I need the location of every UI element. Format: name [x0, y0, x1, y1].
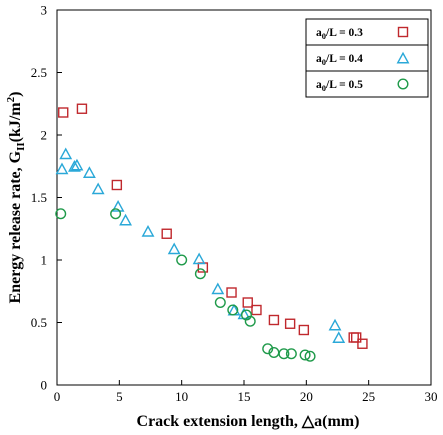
x-tick-label: 15: [238, 389, 251, 404]
legend: a0/L = 0.3a0/L = 0.4a0/L = 0.5: [305, 18, 429, 98]
legend-label-sub: 0: [322, 83, 326, 93]
y-axis-title: Energy release rate, GII(kJ/m2): [5, 92, 27, 304]
data-point-square: [242, 297, 253, 308]
data-point-triangle: [141, 225, 155, 237]
series-circle: [55, 208, 316, 362]
data-point-square: [284, 318, 296, 329]
y-axis-title-prefix: Energy release rate, G: [7, 150, 24, 303]
data-point-circle: [214, 297, 226, 309]
y-axis-title-unit: (kJ/m: [7, 102, 24, 143]
data-point-circle: [278, 348, 290, 360]
series-square: [58, 103, 368, 349]
x-tick-label: 25: [362, 389, 375, 404]
data-point-circle: [176, 254, 188, 266]
legend-label: a0/L = 0.4: [316, 53, 363, 67]
data-point-square: [357, 338, 368, 349]
data-point-triangle: [68, 160, 81, 172]
data-point-circle: [304, 350, 316, 362]
data-point-square: [111, 179, 123, 191]
data-point-circle: [244, 315, 256, 327]
x-tick-label: 0: [54, 389, 61, 404]
data-point-triangle: [82, 166, 96, 178]
y-axis-title-sup: 2: [5, 96, 17, 102]
legend-label-rest: /L = 0.3: [325, 27, 363, 39]
legend-label-main: a: [316, 53, 322, 65]
y-axis-title-close: ): [7, 92, 24, 97]
data-point-square: [161, 228, 172, 239]
legend-entry-box: [305, 44, 429, 72]
data-point-square: [251, 304, 262, 316]
legend-label-main: a: [316, 79, 322, 91]
data-point-square: [298, 324, 310, 336]
data-point-triangle: [167, 242, 181, 255]
data-point-circle: [227, 304, 239, 316]
data-point-circle: [110, 208, 122, 220]
data-point-square: [226, 287, 237, 298]
y-tick-label: 2: [41, 128, 48, 143]
data-point-circle: [55, 208, 67, 220]
x-tick-label: 20: [300, 389, 313, 404]
legend-label: a0/L = 0.3: [316, 27, 363, 41]
data-point-square: [76, 103, 88, 114]
data-point-circle: [299, 349, 311, 361]
data-point-triangle: [192, 252, 206, 265]
y-tick-label: 0: [41, 378, 48, 393]
legend-marker-triangle: [396, 51, 410, 64]
data-point-square: [268, 314, 280, 326]
legend-label-main: a: [316, 27, 322, 39]
y-tick-label: 1: [41, 253, 48, 268]
data-point-triangle: [111, 200, 125, 212]
legend-label-sub: 0: [322, 57, 326, 67]
data-point-circle: [262, 343, 274, 355]
data-point-triangle: [59, 147, 73, 160]
data-point-triangle: [119, 213, 133, 226]
legend-label-sub: 0: [322, 31, 326, 41]
legend-marker-circle: [397, 78, 409, 90]
x-axis-title: Crack extension length, △a(mm): [137, 413, 360, 430]
data-point-triangle: [328, 318, 342, 331]
x-tick-label: 5: [116, 389, 123, 404]
data-point-circle: [285, 348, 297, 360]
axis-titles: Crack extension length, △a(mm) Energy rel…: [5, 92, 359, 430]
y-tick-label: 2.5: [31, 65, 47, 80]
data-point-triangle: [70, 158, 84, 171]
x-tick-label: 10: [175, 389, 188, 404]
data-point-square: [351, 332, 362, 343]
data-point-triangle: [332, 331, 346, 343]
legend-label: a0/L = 0.5: [316, 79, 363, 93]
data-point-triangle: [211, 282, 225, 295]
y-axis-title-sub: II: [15, 142, 27, 151]
y-tick-label: 1.5: [31, 190, 47, 205]
y-tick-label: 3: [41, 3, 48, 18]
axes: 0 5 10 15 20 25 30 0 0.5 1 1.5 2 2.5 3: [31, 3, 438, 405]
x-tick-label: 30: [425, 389, 438, 404]
data-point-circle: [240, 309, 252, 321]
legend-marker-square: [397, 26, 409, 38]
data-point-circle: [194, 268, 206, 280]
legend-label-rest: /L = 0.4: [325, 53, 363, 65]
data-point-square: [58, 107, 69, 118]
legend-label-rest: /L = 0.5: [325, 79, 363, 91]
data-points: [55, 103, 368, 362]
data-point-triangle: [91, 182, 105, 195]
y-tick-label: 0.5: [31, 315, 47, 330]
data-point-triangle: [55, 162, 69, 175]
